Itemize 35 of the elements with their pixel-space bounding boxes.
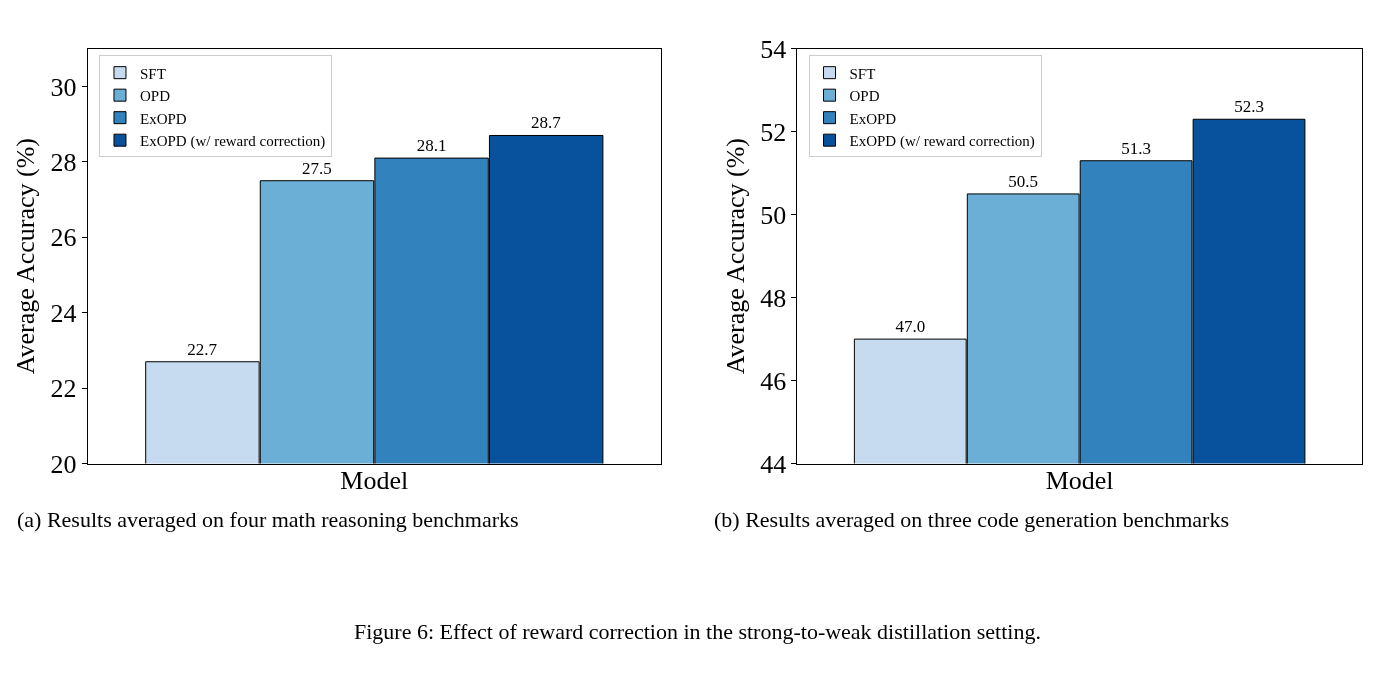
data-label: 51.3 — [1121, 138, 1151, 158]
legend-label: SFT — [849, 65, 876, 82]
y-tick-label: 26 — [50, 223, 77, 253]
legend-label: ExOPD — [139, 110, 187, 127]
y-tick-label: 50 — [760, 200, 787, 230]
y-tick-label: 48 — [760, 283, 787, 313]
legend-label: SFT — [139, 65, 166, 82]
data-label: 47.0 — [895, 317, 926, 337]
y-tick-label: 22 — [50, 374, 77, 404]
y-tick-label: 54 — [760, 34, 787, 64]
y-tick-label: 44 — [760, 449, 787, 479]
x-axis-title: Model — [340, 465, 409, 495]
text: (b) Results averaged on three code generation benchmarks — [714, 507, 1229, 532]
text: (a) Results averaged on four math reasoning benchmarks — [17, 507, 519, 532]
x-axis-title: Model — [1045, 465, 1114, 495]
y-tick-label: 28 — [50, 147, 77, 177]
y-axis-title: Average Accuracy (%) — [720, 138, 750, 375]
legend-label: OPD — [849, 88, 880, 105]
caption: Figure 6: Effect of reward correction in the strong-to-weak distillation setting. — [354, 619, 1041, 644]
data-label: 27.5 — [302, 158, 332, 178]
y-tick-label: 20 — [50, 449, 77, 479]
data-label: 28.7 — [531, 113, 562, 133]
legend-label: ExOPD — [849, 110, 897, 127]
legend-label: ExOPD (w/ reward correction) — [849, 133, 1035, 151]
data-label: 52.3 — [1234, 97, 1264, 117]
data-label: 50.5 — [1008, 171, 1039, 191]
legend-label: ExOPD (w/ reward correction) — [139, 133, 326, 151]
y-axis-title: Average Accuracy (%) — [11, 138, 41, 375]
y-tick-label: 24 — [50, 298, 77, 328]
y-tick-label: 30 — [50, 72, 77, 102]
data-label: 22.7 — [187, 339, 218, 359]
legend-label: OPD — [139, 88, 171, 105]
y-tick-label: 52 — [760, 117, 787, 147]
data-label: 28.1 — [416, 136, 447, 156]
y-tick-label: 46 — [760, 366, 787, 396]
